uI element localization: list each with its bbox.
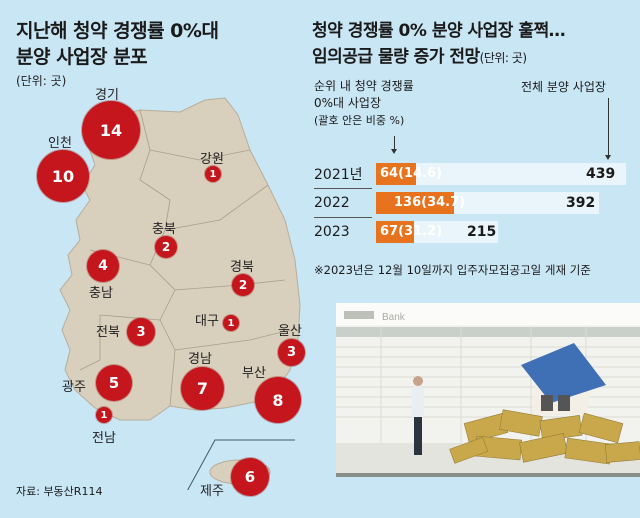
map-title-line2: 분양 사업장 분포 — [16, 46, 148, 68]
row-divider — [314, 188, 372, 189]
bubble-chungbuk: 2 — [155, 236, 177, 258]
row-year: 2022 — [314, 195, 350, 211]
chart-title: 청약 경쟁률 0% 분양 사업장 훌쩍… 임의공급 물량 증가 전망(단위: 곳… — [312, 18, 566, 71]
region-label-incheon: 인천 — [48, 136, 72, 151]
bar-total-value-2021: 439 — [586, 166, 616, 182]
arrow-down-icon — [605, 155, 611, 160]
region-label-gyeongnam: 경남 — [188, 352, 212, 367]
map-unit: (단위: 곳) — [16, 74, 67, 88]
region-label-daegu: 대구 — [195, 314, 219, 329]
region-label-busan: 부산 — [242, 366, 266, 381]
chart-unit: (단위: 곳) — [479, 51, 527, 65]
chart-title-line2: 임의공급 물량 증가 전망(단위: 곳) — [312, 44, 565, 71]
bubble-gyeongbuk: 2 — [232, 274, 254, 296]
bar-row-2022: 2022 — [314, 191, 374, 215]
map-title-line1: 지난해 청약 경쟁률 0%대 — [16, 20, 219, 42]
region-label-gyeonggi: 경기 — [95, 88, 119, 103]
legend-total: 전체 분양 사업장 — [521, 80, 606, 94]
map-title: 지난해 청약 경쟁률 0%대 분양 사업장 분포 — [16, 18, 219, 70]
region-label-jeonbuk: 전북 — [96, 325, 120, 340]
bubble-jeonnam: 1 — [96, 407, 112, 423]
arrow-total-line — [608, 98, 609, 156]
bubble-ulsan: 3 — [278, 339, 305, 366]
region-label-gyeongbuk: 경북 — [230, 260, 254, 275]
source-note: 자료: 부동산R114 — [16, 485, 103, 498]
bar-row-2021: 2021년 — [314, 162, 374, 186]
bar-total-2021 — [376, 163, 626, 185]
bubble-gyeongnam: 7 — [181, 367, 224, 410]
region-label-jeonnam: 전남 — [92, 431, 116, 446]
legend-part-note: (괄호 안은 비중 %) — [314, 114, 405, 127]
region-label-chungbuk: 충북 — [152, 222, 176, 237]
row-year: 2023 — [314, 224, 350, 240]
bubble-incheon: 10 — [37, 150, 89, 202]
bubble-chungnam: 4 — [87, 250, 119, 282]
row-year: 2021년 — [314, 167, 363, 183]
region-label-gangwon: 강원 — [200, 152, 224, 167]
legend-part-line2: 0%대 사업장 — [314, 96, 382, 110]
chart-title-text: 임의공급 물량 증가 전망 — [312, 47, 480, 67]
bubble-gangwon: 1 — [205, 166, 221, 182]
bar-part-2022: 136(34.7) — [376, 192, 465, 214]
bubble-busan: 8 — [255, 377, 301, 423]
bubble-jeju: 6 — [231, 458, 269, 496]
bank-house-money-illustration: Bank — [336, 303, 640, 477]
region-label-ulsan: 울산 — [278, 324, 302, 339]
bar-row-2023: 2023 — [314, 220, 374, 244]
bar-total-value-2022: 392 — [566, 195, 596, 211]
bar-part-2021: 64(14.6) — [376, 163, 442, 185]
region-label-gwangju: 광주 — [62, 380, 86, 395]
bubble-gyeonggi: 14 — [82, 101, 140, 159]
bubble-daegu: 1 — [223, 315, 239, 331]
bank-label: Bank — [382, 312, 406, 323]
bar-part-2023: 67(31.2) — [376, 221, 442, 243]
legend-part: 순위 내 청약 경쟁률 0%대 사업장 (괄호 안은 비중 %) — [314, 78, 414, 129]
legend-part-line1: 순위 내 청약 경쟁률 — [314, 79, 414, 93]
bar-total-value-2023: 215 — [467, 224, 497, 240]
row-divider — [314, 217, 372, 218]
arrow-part-line — [394, 136, 395, 150]
arrow-down-icon — [391, 149, 397, 154]
region-label-chungnam: 충남 — [89, 286, 113, 301]
chart-title-line1: 청약 경쟁률 0% 분양 사업장 훌쩍… — [312, 21, 566, 41]
region-label-jeju: 제주 — [200, 484, 224, 499]
bubble-jeonbuk: 3 — [127, 318, 155, 346]
chart-footnote: ※2023년은 12월 10일까지 입주자모집공고일 게재 기준 — [314, 263, 591, 277]
bubble-gwangju: 5 — [96, 365, 132, 401]
